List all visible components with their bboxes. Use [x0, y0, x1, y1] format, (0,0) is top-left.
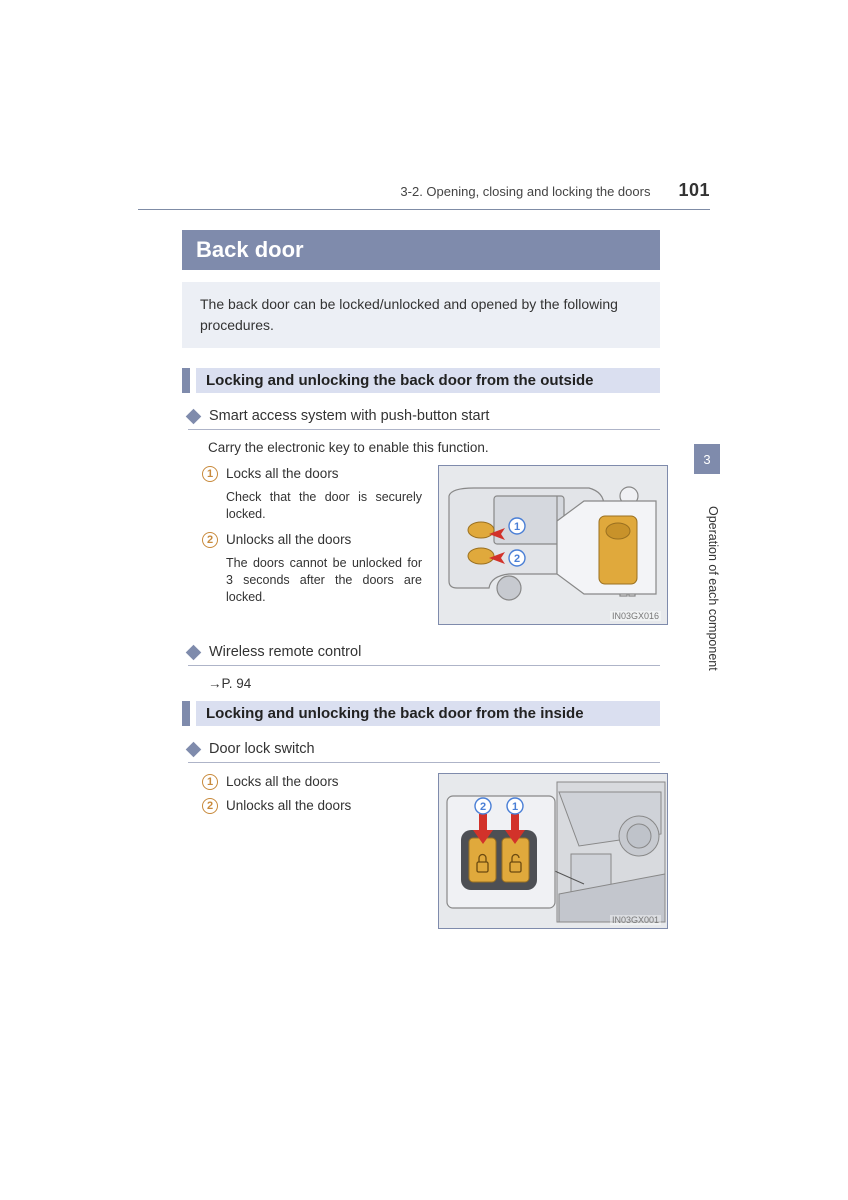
intro-text: The back door can be locked/unlocked and…: [182, 282, 660, 348]
list-item: 1 Locks all the doors: [202, 465, 422, 483]
section-bar: [182, 701, 190, 726]
section-heading-label: Locking and unlocking the back door from…: [196, 368, 660, 393]
svg-text:1: 1: [512, 801, 518, 813]
page-number: 101: [678, 180, 710, 201]
content-row-inside: 1 Locks all the doors 2 Unlocks all the …: [202, 773, 662, 929]
item-text: Locks all the doors: [226, 465, 339, 483]
svg-text:2: 2: [514, 553, 520, 565]
item-note: The doors cannot be unlocked for 3 secon…: [226, 555, 422, 606]
subsection-title: Door lock switch: [209, 741, 315, 757]
subsection-title: Wireless remote control: [209, 644, 361, 660]
subsection-smart-access: Smart access system with push-button sta…: [188, 403, 660, 430]
circled-number-icon: 2: [202, 532, 218, 548]
chapter-number: 3: [703, 452, 710, 467]
circled-number-icon: 2: [202, 798, 218, 814]
content-row-outside: 1 Locks all the doors Check that the doo…: [202, 465, 662, 625]
figure-column: 1 2 IN03GX016: [438, 465, 668, 625]
figure-column: 1 2 IN03GX001: [438, 773, 668, 929]
figure-rear-door-exterior: 1 2 IN03GX016: [438, 465, 668, 625]
subsection-wireless-remote: Wireless remote control: [188, 639, 660, 666]
chapter-label: Operation of each component: [694, 486, 720, 686]
section-label: 3-2. Opening, closing and locking the do…: [400, 184, 650, 199]
item-text: Locks all the doors: [226, 773, 339, 791]
section-heading-outside: Locking and unlocking the back door from…: [182, 368, 660, 393]
list-column: 1 Locks all the doors Check that the doo…: [202, 465, 422, 625]
figure-dashboard-interior: 1 2 IN03GX001: [438, 773, 668, 929]
diamond-icon: [186, 408, 202, 424]
figure-reference: IN03GX001: [610, 915, 661, 925]
subsection-title: Smart access system with push-button sta…: [209, 408, 489, 424]
chapter-tab: 3: [694, 444, 720, 474]
diamond-icon: [186, 644, 202, 660]
svg-text:2: 2: [480, 801, 486, 813]
section-bar: [182, 368, 190, 393]
running-header: 3-2. Opening, closing and locking the do…: [138, 180, 710, 210]
circled-number-icon: 1: [202, 774, 218, 790]
list-item: 2 Unlocks all the doors: [202, 797, 422, 815]
page-reference: →P. 94: [208, 676, 710, 691]
item-note: Check that the door is securely locked.: [226, 489, 422, 523]
page-content: 3-2. Opening, closing and locking the do…: [138, 180, 710, 943]
circled-number-icon: 1: [202, 466, 218, 482]
item-text: Unlocks all the doors: [226, 797, 351, 815]
vehicle-exterior-illustration: 1 2: [439, 466, 668, 625]
list-item: 1 Locks all the doors: [202, 773, 422, 791]
vehicle-interior-illustration: 1 2: [439, 774, 668, 929]
section-heading-label: Locking and unlocking the back door from…: [196, 701, 660, 726]
svg-text:1: 1: [514, 521, 520, 533]
item-text: Unlocks all the doors: [226, 531, 351, 549]
list-item: 2 Unlocks all the doors: [202, 531, 422, 549]
subsection-door-lock-switch: Door lock switch: [188, 736, 660, 763]
figure-reference: IN03GX016: [610, 611, 661, 621]
section-heading-inside: Locking and unlocking the back door from…: [182, 701, 660, 726]
lead-text: Carry the electronic key to enable this …: [208, 440, 710, 455]
list-column: 1 Locks all the doors 2 Unlocks all the …: [202, 773, 422, 929]
diamond-icon: [186, 741, 202, 757]
page-title: Back door: [182, 230, 660, 270]
